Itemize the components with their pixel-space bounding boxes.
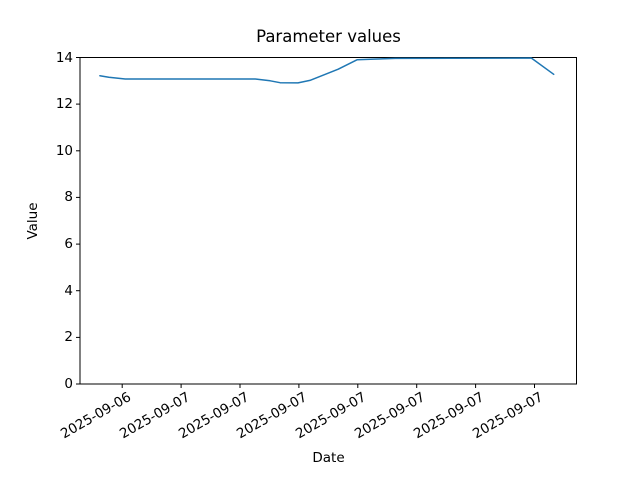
y-tick-label: 10 [55,142,73,159]
y-tick-label: 0 [64,376,73,392]
y-tick-label: 8 [64,189,73,206]
y-tick-label: 6 [64,236,73,253]
y-tick-label: 12 [55,96,73,113]
chart-title: Parameter values [256,27,401,46]
y-tick-label: 4 [64,282,73,299]
y-tick-label: 14 [55,49,73,66]
y-axis-label: Value [25,202,41,240]
plot-border [79,57,577,385]
x-axis-label: Date [312,450,345,466]
data-line-parameter [99,57,555,84]
y-tick-label: 2 [64,329,73,346]
